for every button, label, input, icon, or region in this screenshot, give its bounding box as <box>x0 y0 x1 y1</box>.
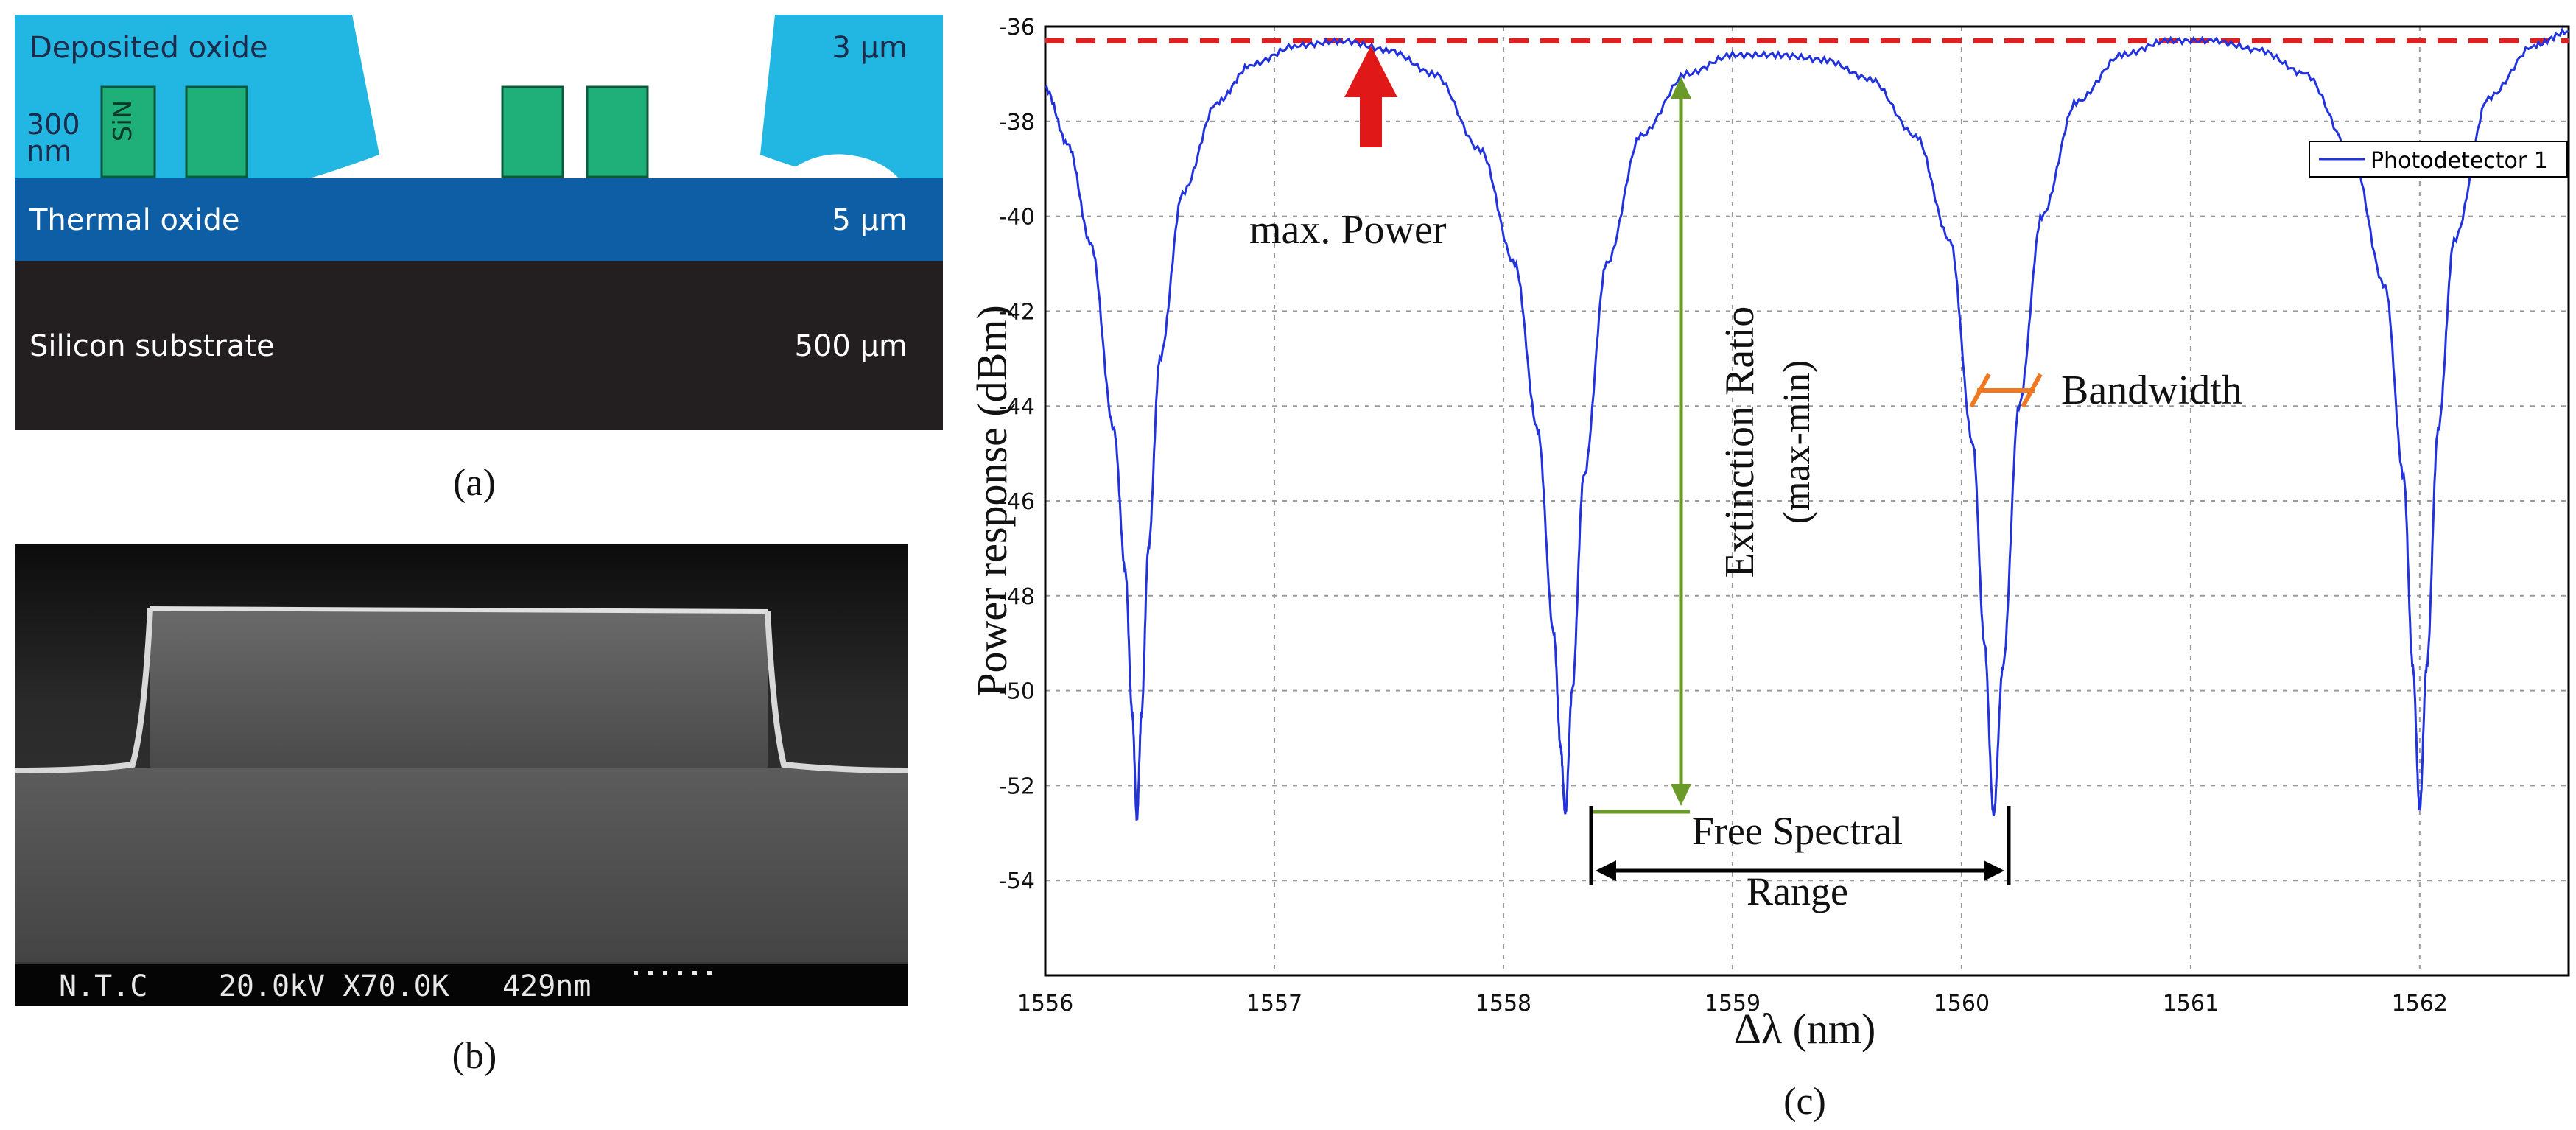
x-axis-label: Δλ (nm) <box>1734 1005 1876 1053</box>
extinction-ratio-arrow <box>1671 77 1691 806</box>
thermal-thickness-label: 5 µm <box>832 203 908 237</box>
max-power-arrow <box>1344 46 1397 147</box>
sem-right-edge <box>765 611 908 773</box>
thermal-oxide-layer <box>15 178 943 261</box>
chart-ticks: 1556 1557 1558 1559 1560 1561 1562 -36 -38 -40 -42… <box>999 15 2448 1017</box>
sin-waveguide-1 <box>100 85 156 178</box>
panel-a-caption: (a) <box>453 462 496 504</box>
y-tick-label: -46 <box>999 489 1035 515</box>
sem-ridge <box>150 608 768 768</box>
panel-b-caption: (b) <box>452 1035 497 1077</box>
panel-c-caption: (c) <box>1783 1081 1826 1123</box>
fsr-label-line2: Range <box>1747 869 1848 913</box>
chart-grid <box>1045 26 2569 975</box>
substrate-thickness-label: 500 µm <box>795 329 908 363</box>
y-tick-label: -50 <box>999 679 1035 705</box>
sem-info-text: N.T.C 20.0kV X70.0K 429nm <box>59 969 591 1003</box>
panel-c-spectrum-chart: 1556 1557 1558 1559 1560 1561 1562 -36 -38 -40 -42… <box>968 15 2570 1053</box>
sin-height-value: 300 <box>27 108 80 141</box>
x-tick-label: 1560 <box>1934 991 1990 1017</box>
legend-entry-photodetector-1: Photodetector 1 <box>2370 148 2548 174</box>
sem-info-bar <box>15 964 908 1006</box>
x-tick-label: 1556 <box>1017 991 1073 1017</box>
right-mound <box>781 154 899 178</box>
oxide-trench <box>309 15 847 178</box>
sem-top-edge <box>150 606 768 614</box>
sem-lower-slab <box>15 768 908 962</box>
bandwidth-marker <box>1969 373 2043 408</box>
deposited-thickness-label: 3 µm <box>832 31 908 65</box>
y-tick-label: -48 <box>999 584 1035 610</box>
substrate-label: Silicon substrate <box>29 329 275 363</box>
x-tick-label: 1557 <box>1246 991 1302 1017</box>
y-tick-label: -42 <box>999 299 1035 325</box>
bandwidth-label: Bandwidth <box>2061 368 2242 413</box>
plot-frame <box>1044 25 2570 977</box>
sin-height-unit: nm <box>27 135 71 167</box>
y-tick-label: -52 <box>999 773 1035 799</box>
panel-b-sem-image: N.T.C 20.0kV X70.0K 429nm <box>14 544 908 1006</box>
y-axis-label: Power response (dBm) <box>968 305 1016 697</box>
silicon-substrate-layer <box>15 261 943 430</box>
extinction-ratio-sublabel: (max-min) <box>1776 360 1818 524</box>
sin-waveguide-2 <box>185 85 248 178</box>
x-tick-label: 1558 <box>1475 991 1531 1017</box>
x-tick-label: 1562 <box>2392 991 2448 1017</box>
y-tick-label: -38 <box>999 110 1035 136</box>
sin-label: SiN <box>108 100 138 141</box>
fsr-label-line1: Free Spectral <box>1692 809 1903 853</box>
photodetector-trace <box>1045 27 2569 821</box>
fsr-marker <box>1589 806 2011 885</box>
chart-legend: Photodetector 1 <box>2309 141 2568 178</box>
max-power-label: max. Power <box>1249 207 1447 253</box>
thermal-oxide-label: Thermal oxide <box>29 203 239 237</box>
y-tick-label: -44 <box>999 394 1035 420</box>
panel-a-cross-section: Deposited oxide 3 µm 300 nm SiN Thermal … <box>15 15 943 430</box>
sin-waveguide-3 <box>501 85 564 178</box>
y-tick-label: -54 <box>999 868 1035 894</box>
deposited-oxide-label: Deposited oxide <box>29 31 268 65</box>
sem-scale-bar <box>634 971 712 975</box>
sem-left-edge <box>14 608 153 773</box>
left-mound <box>339 150 457 178</box>
sin-waveguide-4 <box>586 85 649 178</box>
x-tick-label: 1559 <box>1705 991 1761 1017</box>
y-tick-label: -40 <box>999 205 1035 231</box>
extinction-ratio-label: Extinction Ratio <box>1717 306 1763 578</box>
x-tick-label: 1561 <box>2163 991 2219 1017</box>
y-tick-label: -36 <box>999 15 1035 41</box>
